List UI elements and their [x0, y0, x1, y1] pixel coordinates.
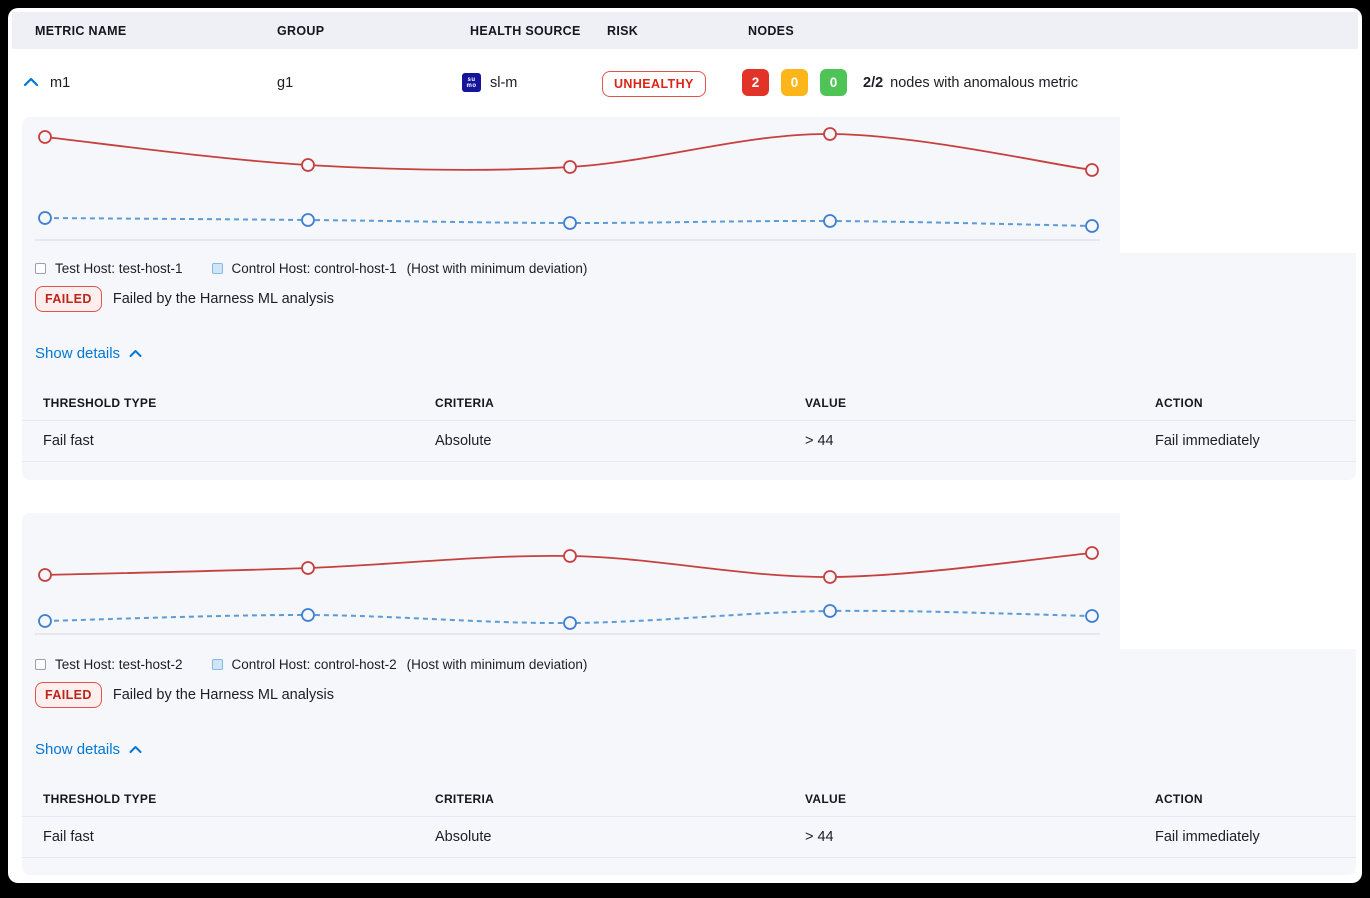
criteria-cell: Absolute — [435, 829, 492, 845]
threshold-table: THRESHOLD TYPE CRITERIA VALUE ACTION Fai… — [22, 385, 1356, 462]
value-cell: > 44 — [805, 433, 834, 449]
chevron-up-icon — [129, 746, 142, 753]
threshold-table-row: Fail fast Absolute > 44 Fail immediately — [22, 817, 1356, 858]
health-source: su mo sl-m — [462, 73, 517, 92]
node-count-badge-healthy: 0 — [820, 69, 847, 96]
column-header-group: GROUP — [277, 24, 325, 38]
anomalous-node-caption: nodes with anomalous metric — [890, 74, 1078, 91]
column-header-health-source: HEALTH SOURCE — [470, 24, 581, 38]
metric-group: g1 — [277, 75, 294, 91]
verdict-message: Failed by the Harness ML analysis — [112, 291, 334, 307]
threshold-type-cell: Fail fast — [43, 433, 94, 449]
legend-label-control-host: Control Host: control-host-2 — [231, 657, 397, 672]
legend-label-control-host: Control Host: control-host-1 — [231, 261, 397, 276]
nodes-summary: 2 0 0 2/2 nodes with anomalous metric — [742, 69, 1078, 96]
criteria-cell: Absolute — [435, 433, 492, 449]
analysis-verdict: FAILED Failed by the Harness ML analysis — [35, 682, 334, 708]
metric-timeseries-chart-1[interactable] — [22, 117, 1120, 257]
analysis-verdict: FAILED Failed by the Harness ML analysis — [35, 286, 334, 312]
metric-row: m1 g1 su mo sl-m UNHEALTHY 2 0 0 2/2 nod… — [8, 53, 1362, 113]
action-cell: Fail immediately — [1155, 433, 1260, 449]
threshold-table-header: THRESHOLD TYPE CRITERIA VALUE ACTION — [22, 781, 1356, 817]
node-count-badge-warning: 0 — [781, 69, 808, 96]
host-analysis-panel-2: Test Host: test-host-2 Control Host: con… — [22, 513, 1356, 875]
column-header-bar: METRIC NAME GROUP HEALTH SOURCE RISK NOD… — [12, 12, 1358, 49]
legend-toggle-test-host[interactable] — [35, 263, 46, 274]
chart-side-spacer — [1120, 513, 1356, 649]
legend-toggle-control-host[interactable] — [211, 263, 223, 274]
metric-name: m1 — [50, 75, 71, 91]
minimum-deviation-note: (Host with minimum deviation) — [406, 261, 588, 276]
value-cell: > 44 — [805, 829, 834, 845]
chevron-up-icon — [129, 350, 142, 357]
legend-toggle-test-host[interactable] — [35, 659, 46, 670]
show-details-toggle[interactable]: Show details — [35, 741, 142, 758]
verification-metrics-panel: METRIC NAME GROUP HEALTH SOURCE RISK NOD… — [8, 8, 1362, 883]
chart-legend: Test Host: test-host-2 Control Host: con… — [35, 657, 587, 672]
failed-badge: FAILED — [35, 682, 102, 708]
chart-legend: Test Host: test-host-1 Control Host: con… — [35, 261, 587, 276]
host-analysis-panel-1: Test Host: test-host-1 Control Host: con… — [22, 117, 1356, 480]
column-header-nodes: NODES — [748, 24, 794, 38]
risk-status-badge: UNHEALTHY — [602, 71, 706, 97]
node-count-badge-unhealthy: 2 — [742, 69, 769, 96]
legend-toggle-control-host[interactable] — [211, 659, 223, 670]
verdict-message: Failed by the Harness ML analysis — [112, 687, 334, 703]
chart-side-spacer — [1120, 117, 1356, 253]
legend-label-test-host: Test Host: test-host-1 — [55, 261, 183, 276]
minimum-deviation-note: (Host with minimum deviation) — [406, 657, 588, 672]
metric-timeseries-chart-2[interactable] — [22, 513, 1120, 653]
failed-badge: FAILED — [35, 286, 102, 312]
threshold-table: THRESHOLD TYPE CRITERIA VALUE ACTION Fai… — [22, 781, 1356, 858]
column-header-risk: RISK — [607, 24, 639, 38]
column-header-metric-name: METRIC NAME — [35, 24, 127, 38]
show-details-toggle[interactable]: Show details — [35, 345, 142, 362]
action-cell: Fail immediately — [1155, 829, 1260, 845]
chevron-up-icon — [23, 77, 39, 86]
health-source-name: sl-m — [490, 74, 518, 91]
sumo-logic-icon: su mo — [462, 73, 481, 92]
threshold-table-header: THRESHOLD TYPE CRITERIA VALUE ACTION — [22, 385, 1356, 421]
threshold-type-cell: Fail fast — [43, 829, 94, 845]
threshold-table-row: Fail fast Absolute > 44 Fail immediately — [22, 421, 1356, 462]
anomalous-node-ratio: 2/2 — [863, 74, 884, 91]
collapse-metric-button[interactable] — [22, 75, 40, 91]
legend-label-test-host: Test Host: test-host-2 — [55, 657, 183, 672]
